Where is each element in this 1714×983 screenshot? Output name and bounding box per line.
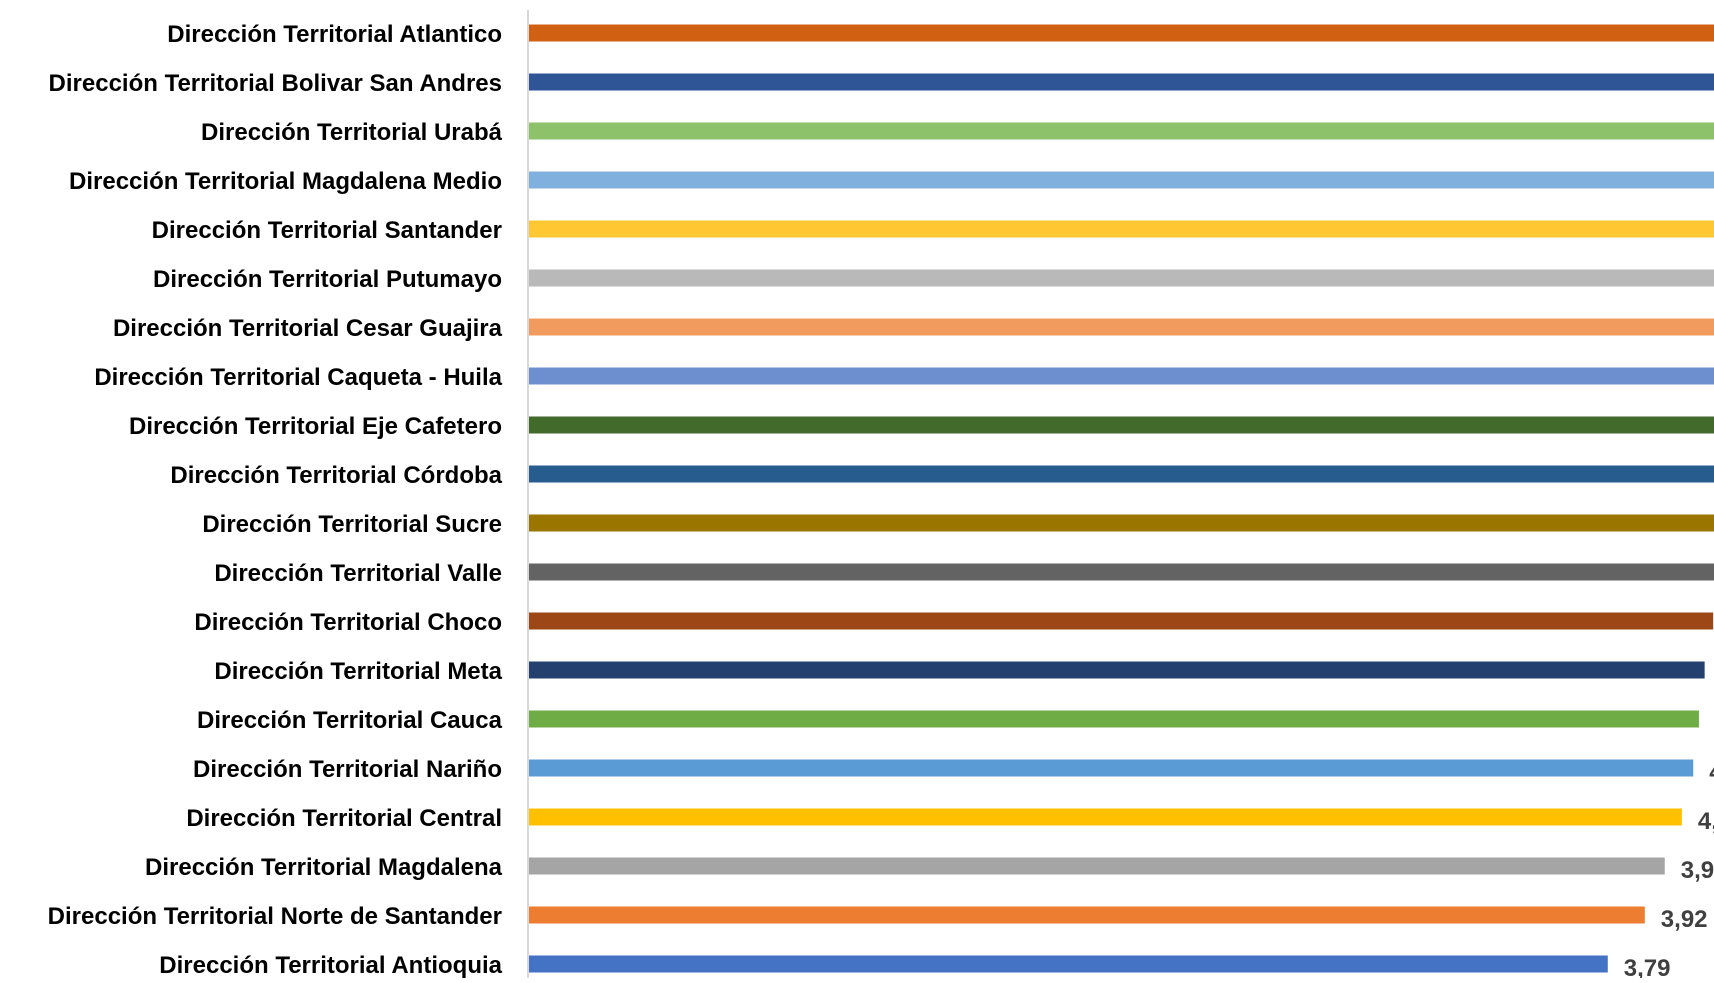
category-label: Dirección Territorial Choco [194,609,502,636]
bar [528,73,1714,91]
bar [528,955,1608,973]
bar [528,122,1714,140]
category-label: Dirección Territorial Putumayo [153,266,502,293]
category-label: Dirección Territorial Nariño [193,756,502,783]
bar [528,661,1705,679]
bar [528,465,1714,483]
value-label: 4,05 [1698,808,1714,835]
bar [528,612,1714,630]
bar [528,759,1694,777]
category-label: Dirección Territorial Sucre [202,511,502,538]
value-label: 3,99 [1681,857,1714,884]
category-label: Dirección Territorial Magdalena [145,854,503,881]
bar [528,416,1714,434]
category-label: Dirección Territorial Córdoba [170,462,502,489]
bar [528,563,1714,581]
category-labels: Dirección Territorial Atlantico Dirección… [48,21,503,979]
bar [528,808,1682,826]
value-label: 3,79 [1624,955,1671,978]
bar [528,367,1714,385]
bar [528,906,1645,924]
value-label: 4,09 [1709,759,1714,786]
bar [528,269,1714,287]
bar [528,514,1714,532]
bar [528,220,1714,238]
bar [528,710,1699,728]
bar [528,24,1714,42]
category-label: Dirección Territorial Valle [214,560,502,587]
category-label: Dirección Territorial Santander [152,217,502,244]
bar [528,857,1665,875]
category-label: Dirección Territorial Norte de Santander [48,903,502,930]
category-label: Dirección Territorial Bolivar San Andres [49,70,502,97]
category-label: Dirección Territorial Cauca [197,707,503,734]
category-label: Dirección Territorial Cesar Guajira [113,315,503,342]
category-label: Dirección Territorial Antioquia [159,952,502,978]
category-label: Dirección Territorial Meta [214,658,502,685]
category-label: Dirección Territorial Magdalena Medio [69,168,502,195]
category-label: Dirección Territorial Central [186,805,502,832]
category-label: Dirección Territorial Caqueta - Huila [94,364,502,391]
bar [528,171,1714,189]
value-label: 3,92 [1661,906,1708,933]
bars [528,24,1714,973]
category-label: Dirección Territorial Atlantico [167,21,502,48]
bar [528,318,1714,336]
value-labels: 5,004,974,884,844,804,754,604,414,354,35… [1624,759,1714,982]
category-label: Dirección Territorial Urabá [201,119,503,146]
category-label: Dirección Territorial Eje Cafetero [129,413,502,440]
